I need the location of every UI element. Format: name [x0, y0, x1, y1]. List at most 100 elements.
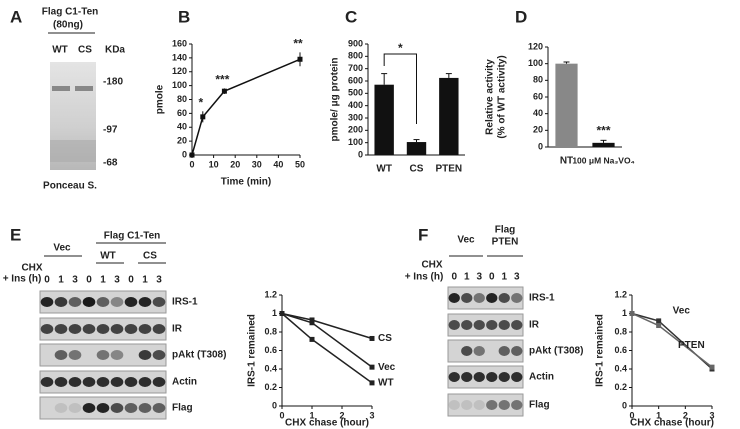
y-tick-label: 0.6 [264, 345, 277, 355]
subgroup-label: CS [143, 251, 157, 262]
blot-band [511, 372, 523, 382]
blot-band [511, 400, 523, 410]
row-label: Actin [529, 372, 554, 383]
gel-header: Flag C1-Ten [42, 7, 98, 18]
data-point [279, 311, 285, 316]
data-point [369, 364, 375, 370]
lane-label: WT [52, 45, 68, 56]
annotation: *** [596, 124, 610, 138]
blot-band [461, 372, 473, 382]
bar [374, 84, 394, 155]
blot-band [54, 324, 68, 334]
annotation: * [198, 95, 203, 109]
y-tick-label: 0.8 [614, 326, 627, 336]
x-axis-label: CHX chase (hour) [285, 418, 369, 429]
blot-band [152, 350, 166, 360]
blot-band [486, 400, 498, 410]
x-tick-label: 2 [339, 410, 344, 420]
bar [592, 142, 615, 147]
y-tick-label: 1 [622, 308, 627, 318]
blot-strip [447, 393, 524, 417]
gel-band [52, 86, 70, 91]
x-tick-label: 0 [189, 159, 194, 169]
blot-band [461, 320, 473, 330]
gel-header: (80ng) [53, 20, 83, 31]
data-point [309, 336, 315, 342]
series-label: Vec [673, 306, 691, 317]
data-point [656, 323, 662, 329]
blot-band [68, 350, 82, 360]
blot-band [82, 403, 96, 413]
y-tick-label: 1.2 [614, 289, 627, 299]
data-point [221, 88, 227, 94]
y-tick-label: 600 [348, 75, 363, 85]
series-label: WT [378, 378, 394, 389]
blot-band [498, 320, 510, 330]
x-tick-label: 2 [683, 410, 688, 420]
blot-band [68, 403, 82, 413]
x-tick-label: CS [410, 164, 424, 175]
data-point [309, 317, 315, 323]
blot-band [110, 350, 124, 360]
y-tick-label: 120 [528, 41, 543, 51]
blot-band [82, 297, 96, 307]
data-line [191, 58, 301, 156]
time-label: 3 [476, 272, 482, 283]
blot-band [448, 293, 460, 303]
blot-band [486, 320, 498, 330]
panel-label: C [345, 7, 357, 26]
blot-band [96, 297, 110, 307]
group-label: Flag C1-Ten [104, 231, 160, 242]
panel-label: D [515, 7, 527, 26]
x-axis-label: CHX chase (hour) [630, 418, 714, 429]
time-label: 0 [451, 272, 457, 283]
bar [555, 63, 578, 147]
lane-label: CS [78, 45, 92, 56]
blot-band [96, 377, 110, 387]
blot-band [110, 403, 124, 413]
blot-band [473, 320, 485, 330]
blot-band [96, 350, 110, 360]
y-axis-label: IRS-1 remained [247, 314, 258, 387]
row-label: IRS-1 [529, 293, 555, 304]
panel-label: A [10, 7, 22, 26]
time-label: 1 [464, 272, 470, 283]
row-label: IRS-1 [172, 297, 198, 308]
data-point [189, 152, 195, 158]
blot-band [511, 320, 523, 330]
data-point [297, 56, 303, 62]
blot-band [124, 377, 138, 387]
time-label: 3 [72, 275, 78, 286]
x-tick-label: 20 [230, 159, 240, 169]
row-header: CHX [421, 260, 442, 271]
blot-band [473, 346, 485, 356]
blot-band [54, 297, 68, 307]
blot-band [486, 372, 498, 382]
blot-band [152, 377, 166, 387]
data-point [709, 364, 715, 370]
blot-band [461, 346, 473, 356]
annotation: ** [293, 36, 303, 50]
time-label: 3 [514, 272, 520, 283]
blot-band [448, 320, 460, 330]
blot-band [498, 400, 510, 410]
blot-band [110, 324, 124, 334]
blot-band [461, 293, 473, 303]
blot-band [138, 377, 152, 387]
y-tick-label: 300 [348, 112, 363, 122]
y-axis-label: IRS-1 remained [595, 314, 606, 387]
time-label: 1 [58, 275, 64, 286]
row-label: Actin [172, 377, 197, 388]
panel-label: B [178, 7, 190, 26]
marker-label: -97 [103, 125, 118, 136]
data-point [656, 318, 662, 324]
y-tick-label: 40 [533, 108, 543, 118]
row-header: + Ins (h) [405, 272, 444, 283]
x-tick-label: WT [376, 164, 392, 175]
subgroup-label: WT [100, 251, 116, 262]
blot-band [40, 377, 54, 387]
y-tick-label: 0.6 [614, 345, 627, 355]
group-label: Vec [53, 243, 71, 254]
blot-band [68, 377, 82, 387]
y-tick-label: 400 [348, 100, 363, 110]
